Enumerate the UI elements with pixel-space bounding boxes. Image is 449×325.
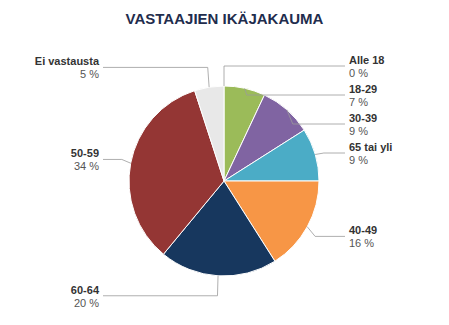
data-label: 9 % [349, 154, 368, 166]
leader-line [103, 67, 209, 87]
slice-label: 50-59 [71, 147, 99, 159]
leader-line [287, 110, 345, 124]
slice-label: 30-39 [349, 112, 377, 124]
leader-lines [103, 66, 345, 296]
pie [129, 86, 319, 276]
slice-label: 18-29 [349, 83, 377, 95]
labels: Alle 180 %18-297 %30-399 %65 tai yli9 %4… [35, 54, 393, 309]
leader-line [315, 153, 345, 154]
data-label: 7 % [349, 96, 368, 108]
data-label: 9 % [349, 125, 368, 137]
slice-label: Ei vastausta [35, 55, 100, 67]
chart: VASTAAJIEN IKÄJAKAUMA Alle 180 % 18-297 % 3… [0, 0, 449, 325]
slice [224, 130, 319, 181]
slice-label: 40-49 [349, 224, 377, 236]
leader-line [103, 159, 131, 163]
slice-label: 65 tai yli [349, 141, 392, 153]
title: VASTAAJIEN IKÄJAKAUMA [126, 10, 324, 27]
slice [195, 86, 224, 181]
leader-line [307, 227, 345, 237]
leader-line [245, 88, 345, 95]
leader-line [224, 66, 345, 86]
leader-line [103, 276, 218, 296]
data-label: 5 % [80, 68, 99, 80]
data-label: 16 % [349, 237, 374, 249]
slice-label: 60-64 [71, 284, 100, 296]
data-label: 20 % [74, 297, 99, 309]
slice-label: Alle 18 [349, 54, 384, 66]
data-label: 34 % [74, 160, 99, 172]
data-label: 0 % [349, 67, 368, 79]
